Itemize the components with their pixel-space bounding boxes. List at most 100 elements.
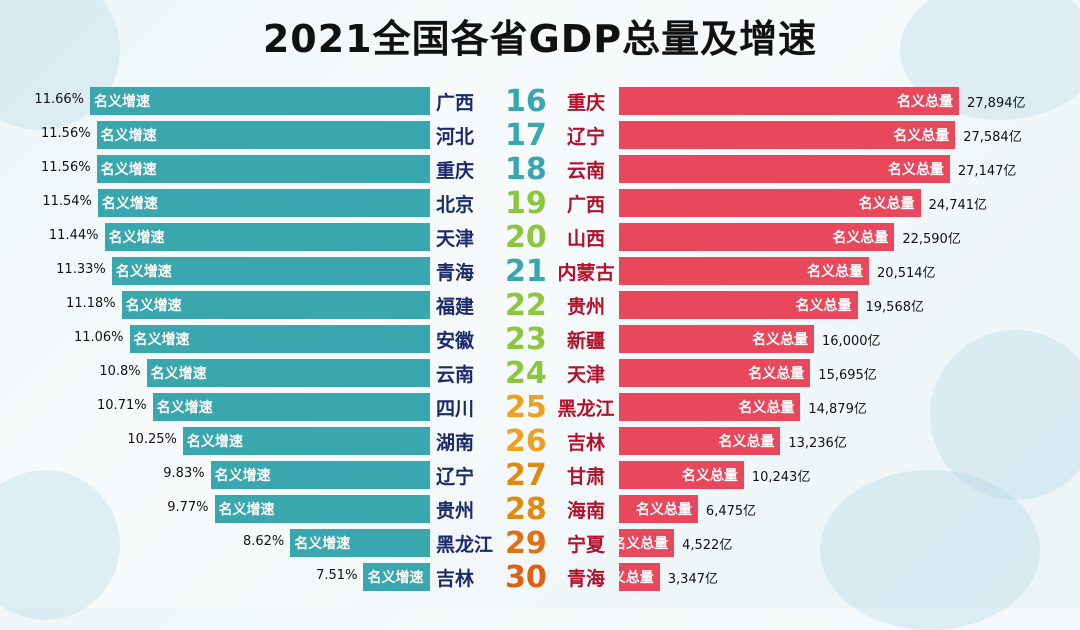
chart-title: 2021全国各省GDP总量及增速 — [262, 17, 818, 61]
growth-bar: 名义增速 — [97, 189, 430, 217]
total-province: 吉林 — [566, 432, 605, 454]
growth-value: 9.83% — [163, 466, 205, 481]
growth-value: 11.44% — [48, 228, 99, 243]
rank-number: 16 — [505, 84, 547, 119]
rank-number: 18 — [505, 152, 547, 187]
total-bar: 名义总量 — [619, 427, 781, 455]
table-row: 名义增速 11.66% 广西 16 重庆 名义总量 27,894亿 — [0, 84, 1080, 119]
growth-bar: 名义增速 — [210, 461, 430, 489]
total-province: 内蒙古 — [557, 262, 615, 284]
total-bar: 名义总量 — [619, 359, 811, 387]
growth-value: 11.33% — [56, 262, 106, 277]
total-bar: 名义总量 — [619, 291, 858, 319]
total-bar-label: 名义总量 — [718, 434, 775, 450]
growth-bar: 名义增速 — [146, 359, 430, 387]
total-province: 黑龙江 — [557, 398, 615, 420]
growth-value: 11.06% — [73, 330, 124, 345]
growth-bar-label: 名义增速 — [150, 366, 207, 382]
table-row: 名义增速 11.33% 青海 21 内蒙古 名义总量 20,514亿 — [0, 254, 1080, 289]
total-value: 4,522亿 — [682, 538, 733, 553]
total-bar: 名义总量 — [619, 461, 744, 489]
table-row: 名义增速 10.25% 湖南 26 吉林 名义总量 13,236亿 — [0, 424, 1080, 459]
growth-bar: 名义增速 — [121, 291, 430, 319]
total-bar-label: 名义总量 — [893, 128, 950, 144]
total-bar-label: 名义总量 — [807, 264, 864, 280]
table-row: 名义增速 10.8% 云南 24 天津 名义总量 15,695亿 — [0, 356, 1080, 391]
rank-number: 17 — [505, 118, 547, 153]
growth-bar: 名义增速 — [129, 325, 430, 353]
growth-bar-label: 名义增速 — [367, 570, 424, 586]
total-province: 贵州 — [566, 296, 605, 318]
total-bar-label: 名义总量 — [619, 570, 654, 586]
growth-province: 云南 — [436, 364, 475, 386]
growth-value: 9.77% — [167, 500, 209, 515]
growth-bar: 名义增速 — [90, 87, 430, 115]
growth-province: 青海 — [436, 262, 475, 284]
total-bar: 名义总量 — [619, 495, 698, 523]
total-value: 27,147亿 — [957, 164, 1017, 179]
table-row: 名义增速 8.62% 黑龙江 29 宁夏 名义总量 4,522亿 — [0, 526, 1080, 561]
growth-value: 10.25% — [127, 432, 177, 447]
growth-province: 福建 — [436, 296, 475, 318]
total-bar: 名义总量 — [619, 155, 950, 183]
table-row: 名义增速 11.56% 重庆 18 云南 名义总量 27,147亿 — [0, 152, 1080, 187]
total-value: 20,514亿 — [877, 266, 936, 281]
total-bar: 名义总量 — [619, 563, 660, 591]
growth-bar-label: 名义增速 — [133, 332, 190, 348]
total-province: 广西 — [566, 194, 605, 216]
growth-province: 辽宁 — [436, 466, 475, 488]
table-row: 名义增速 11.18% 福建 22 贵州 名义总量 19,568亿 — [0, 288, 1080, 323]
total-bar: 名义总量 — [619, 87, 959, 115]
total-bar: 名义总量 — [619, 121, 956, 149]
total-bar-label: 名义总量 — [748, 366, 805, 382]
table-row: 名义增速 10.71% 四川 25 黑龙江 名义总量 14,879亿 — [0, 390, 1080, 425]
total-province: 天津 — [566, 364, 605, 386]
total-bar-label: 名义总量 — [635, 502, 692, 518]
total-value: 6,475亿 — [705, 504, 757, 519]
total-bar: 名义总量 — [619, 529, 675, 557]
total-bar-label: 名义总量 — [752, 332, 809, 348]
rank-number: 25 — [505, 390, 547, 425]
rank-number: 24 — [505, 356, 547, 391]
growth-bar: 名义增速 — [182, 427, 430, 455]
growth-bar: 名义增速 — [152, 393, 430, 421]
rank-number: 29 — [505, 526, 547, 561]
total-bar-label: 名义总量 — [619, 536, 669, 552]
total-value: 3,347亿 — [667, 572, 718, 587]
total-value: 24,741亿 — [928, 198, 988, 213]
table-row: 名义增速 9.77% 贵州 28 海南 名义总量 6,475亿 — [0, 492, 1080, 527]
rank-number: 20 — [505, 220, 547, 255]
rank-number: 30 — [505, 560, 547, 595]
table-row: 名义增速 11.56% 河北 17 辽宁 名义总量 27,584亿 — [0, 118, 1080, 153]
total-value: 13,236亿 — [788, 436, 847, 451]
total-value: 19,568亿 — [865, 300, 925, 315]
table-row: 名义增速 11.44% 天津 20 山西 名义总量 22,590亿 — [0, 220, 1080, 255]
growth-value: 11.66% — [34, 92, 84, 107]
rank-number: 23 — [505, 322, 547, 357]
rank-number: 19 — [505, 186, 547, 221]
total-province: 山西 — [566, 228, 605, 250]
growth-province: 黑龙江 — [436, 534, 494, 556]
total-bar-label: 名义总量 — [858, 196, 915, 212]
growth-value: 11.18% — [66, 296, 116, 311]
total-bar-label: 名义总量 — [832, 230, 889, 246]
growth-province: 重庆 — [436, 160, 475, 182]
growth-bar: 名义增速 — [96, 155, 430, 183]
table-row: 名义增速 7.51% 吉林 30 青海名义总量 3,347亿 — [0, 560, 1080, 595]
total-province: 海南 — [566, 500, 605, 522]
growth-bar-label: 名义增速 — [100, 128, 157, 144]
growth-bar-label: 名义增速 — [156, 400, 213, 416]
total-province: 云南 — [566, 160, 605, 182]
growth-bar-label: 名义增速 — [214, 468, 271, 484]
table-row: 名义增速 11.06% 安徽 23 新疆 名义总量 16,000亿 — [0, 322, 1080, 357]
growth-province: 安徽 — [436, 330, 475, 352]
total-bar: 名义总量 — [619, 189, 921, 217]
growth-province: 广西 — [436, 92, 475, 114]
growth-bar-label: 名义增速 — [125, 298, 182, 314]
growth-province: 湖南 — [436, 432, 475, 454]
growth-province: 四川 — [436, 398, 475, 420]
total-value: 22,590亿 — [902, 232, 961, 247]
growth-province: 天津 — [436, 228, 475, 250]
total-province: 重庆 — [566, 92, 605, 114]
total-bar-label: 名义总量 — [681, 468, 738, 484]
